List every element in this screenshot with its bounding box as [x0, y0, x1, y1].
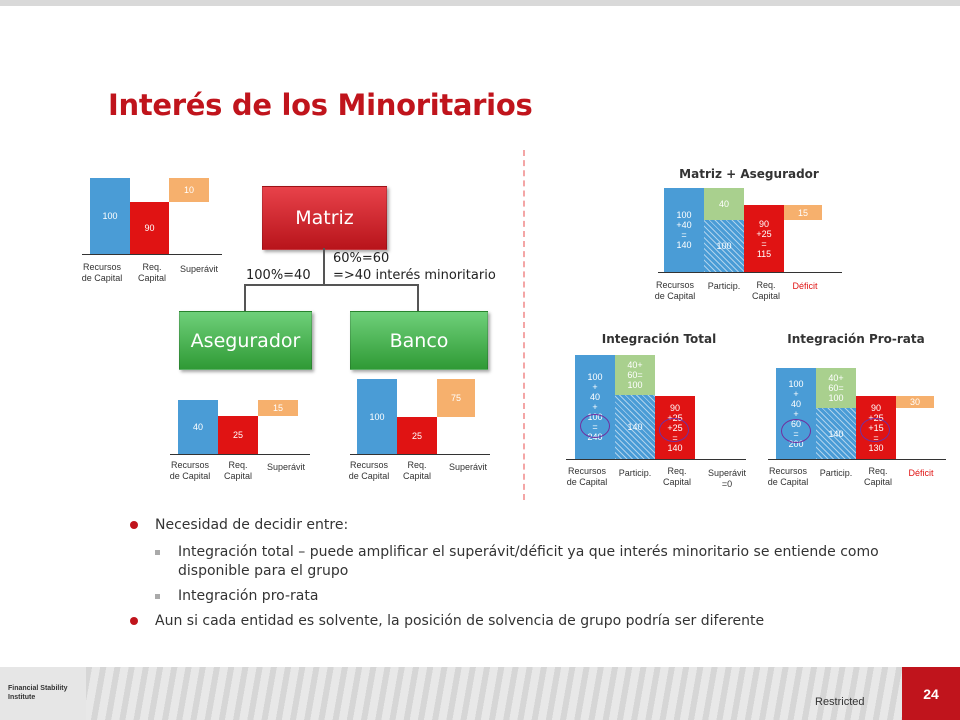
fsi-logo: Financial Stability Institute	[8, 685, 68, 701]
bar-req: 90	[130, 202, 169, 254]
label-req: Req. Capital	[402, 460, 432, 481]
bullet-item: Necesidad de decidir entre:	[130, 516, 910, 535]
bar-particip-top: 40+ 60= 100	[615, 355, 655, 395]
bar-req: 25	[218, 416, 258, 454]
connector-banco	[417, 284, 419, 311]
label-superavit: Superávit	[179, 264, 219, 274]
bar-particip-bottom: 140	[615, 395, 655, 459]
label-req: Req. Capital	[662, 466, 692, 487]
entity-banco: Banco	[350, 311, 488, 370]
bar-superavit: 15	[258, 400, 298, 416]
label-req: Req. Capital	[751, 280, 781, 301]
page-number: 24	[902, 667, 960, 720]
note-right-2: =>40 interés minoritario	[333, 268, 496, 283]
highlight-circle	[659, 418, 689, 442]
label-superavit-cero: Superávit =0	[707, 468, 747, 489]
connector-asegurador	[244, 284, 246, 311]
label-particip: Particip.	[618, 468, 652, 478]
label-superavit: Superávit	[448, 462, 488, 472]
bullet-item: Aun si cada entidad es solvente, la posi…	[130, 612, 910, 631]
bar-capital: 100 + 40 + 100 = 240	[575, 355, 615, 459]
bar-capital: 100 + 40 + 60 = 200	[776, 368, 816, 459]
bullet-list: Necesidad de decidir entre: Integración …	[130, 516, 910, 639]
note-left: 100%=40	[246, 268, 311, 283]
note-right-1: 60%=60	[333, 251, 390, 266]
label-req: Req. Capital	[223, 460, 253, 481]
bar-particip-bottom: 140	[816, 408, 856, 459]
baseline	[566, 459, 746, 460]
bar-req: 90 +25 = 115	[744, 205, 784, 272]
highlight-circle	[781, 419, 811, 443]
label-superavit: Superávit	[266, 462, 306, 472]
baseline	[170, 454, 310, 455]
entity-matriz: Matriz	[262, 186, 387, 250]
highlight-circle	[860, 418, 890, 442]
label-recursos: Recursos de Capital	[169, 460, 211, 481]
footer-image	[86, 667, 902, 720]
bar-capital: 40	[178, 400, 218, 454]
label-recursos: Recursos de Capital	[566, 466, 608, 487]
bar-deficit: 15	[784, 205, 822, 220]
entity-asegurador: Asegurador	[179, 311, 312, 370]
bar-capital: 100 +40 = 140	[664, 188, 704, 272]
label-req: Req. Capital	[137, 262, 167, 283]
bar-particip-bottom: 100	[704, 220, 744, 272]
label-req: Req. Capital	[863, 466, 893, 487]
bar-particip-top: 40	[704, 188, 744, 220]
label-recursos: Recursos de Capital	[348, 460, 390, 481]
chart-title: Matriz + Asegurador	[679, 167, 819, 181]
label-particip: Particip.	[819, 468, 853, 478]
top-bar	[0, 0, 960, 6]
connector-horizontal	[244, 284, 419, 286]
bar-superavit: 10	[169, 178, 209, 202]
label-recursos: Recursos de Capital	[81, 262, 123, 283]
label-particip: Particip.	[707, 281, 741, 291]
bar-superavit: 75	[437, 379, 475, 417]
divider	[523, 150, 525, 500]
bar-deficit: 30	[896, 396, 934, 408]
label-recursos: Recursos de Capital	[767, 466, 809, 487]
baseline	[658, 272, 842, 273]
baseline	[350, 454, 490, 455]
bar-capital: 100	[357, 379, 397, 454]
baseline	[768, 459, 946, 460]
highlight-circle	[580, 414, 610, 438]
label-deficit: Déficit	[792, 281, 818, 291]
classification-label: Restricted	[815, 696, 865, 708]
sub-bullet-item: Integración total – puede amplificar el …	[130, 543, 910, 581]
chart-title: Integración Pro-rata	[787, 332, 925, 346]
connector-vertical	[323, 248, 325, 285]
bar-req: 25	[397, 417, 437, 454]
label-deficit: Déficit	[908, 468, 934, 478]
slide-title: Interés de los Minoritarios	[108, 88, 533, 122]
label-recursos: Recursos de Capital	[654, 280, 696, 301]
bar-particip-top: 40+ 60= 100	[816, 368, 856, 408]
baseline	[82, 254, 222, 255]
sub-bullet-item: Integración pro-rata	[130, 587, 910, 606]
bar-capital: 100	[90, 178, 130, 254]
chart-title: Integración Total	[601, 332, 717, 346]
